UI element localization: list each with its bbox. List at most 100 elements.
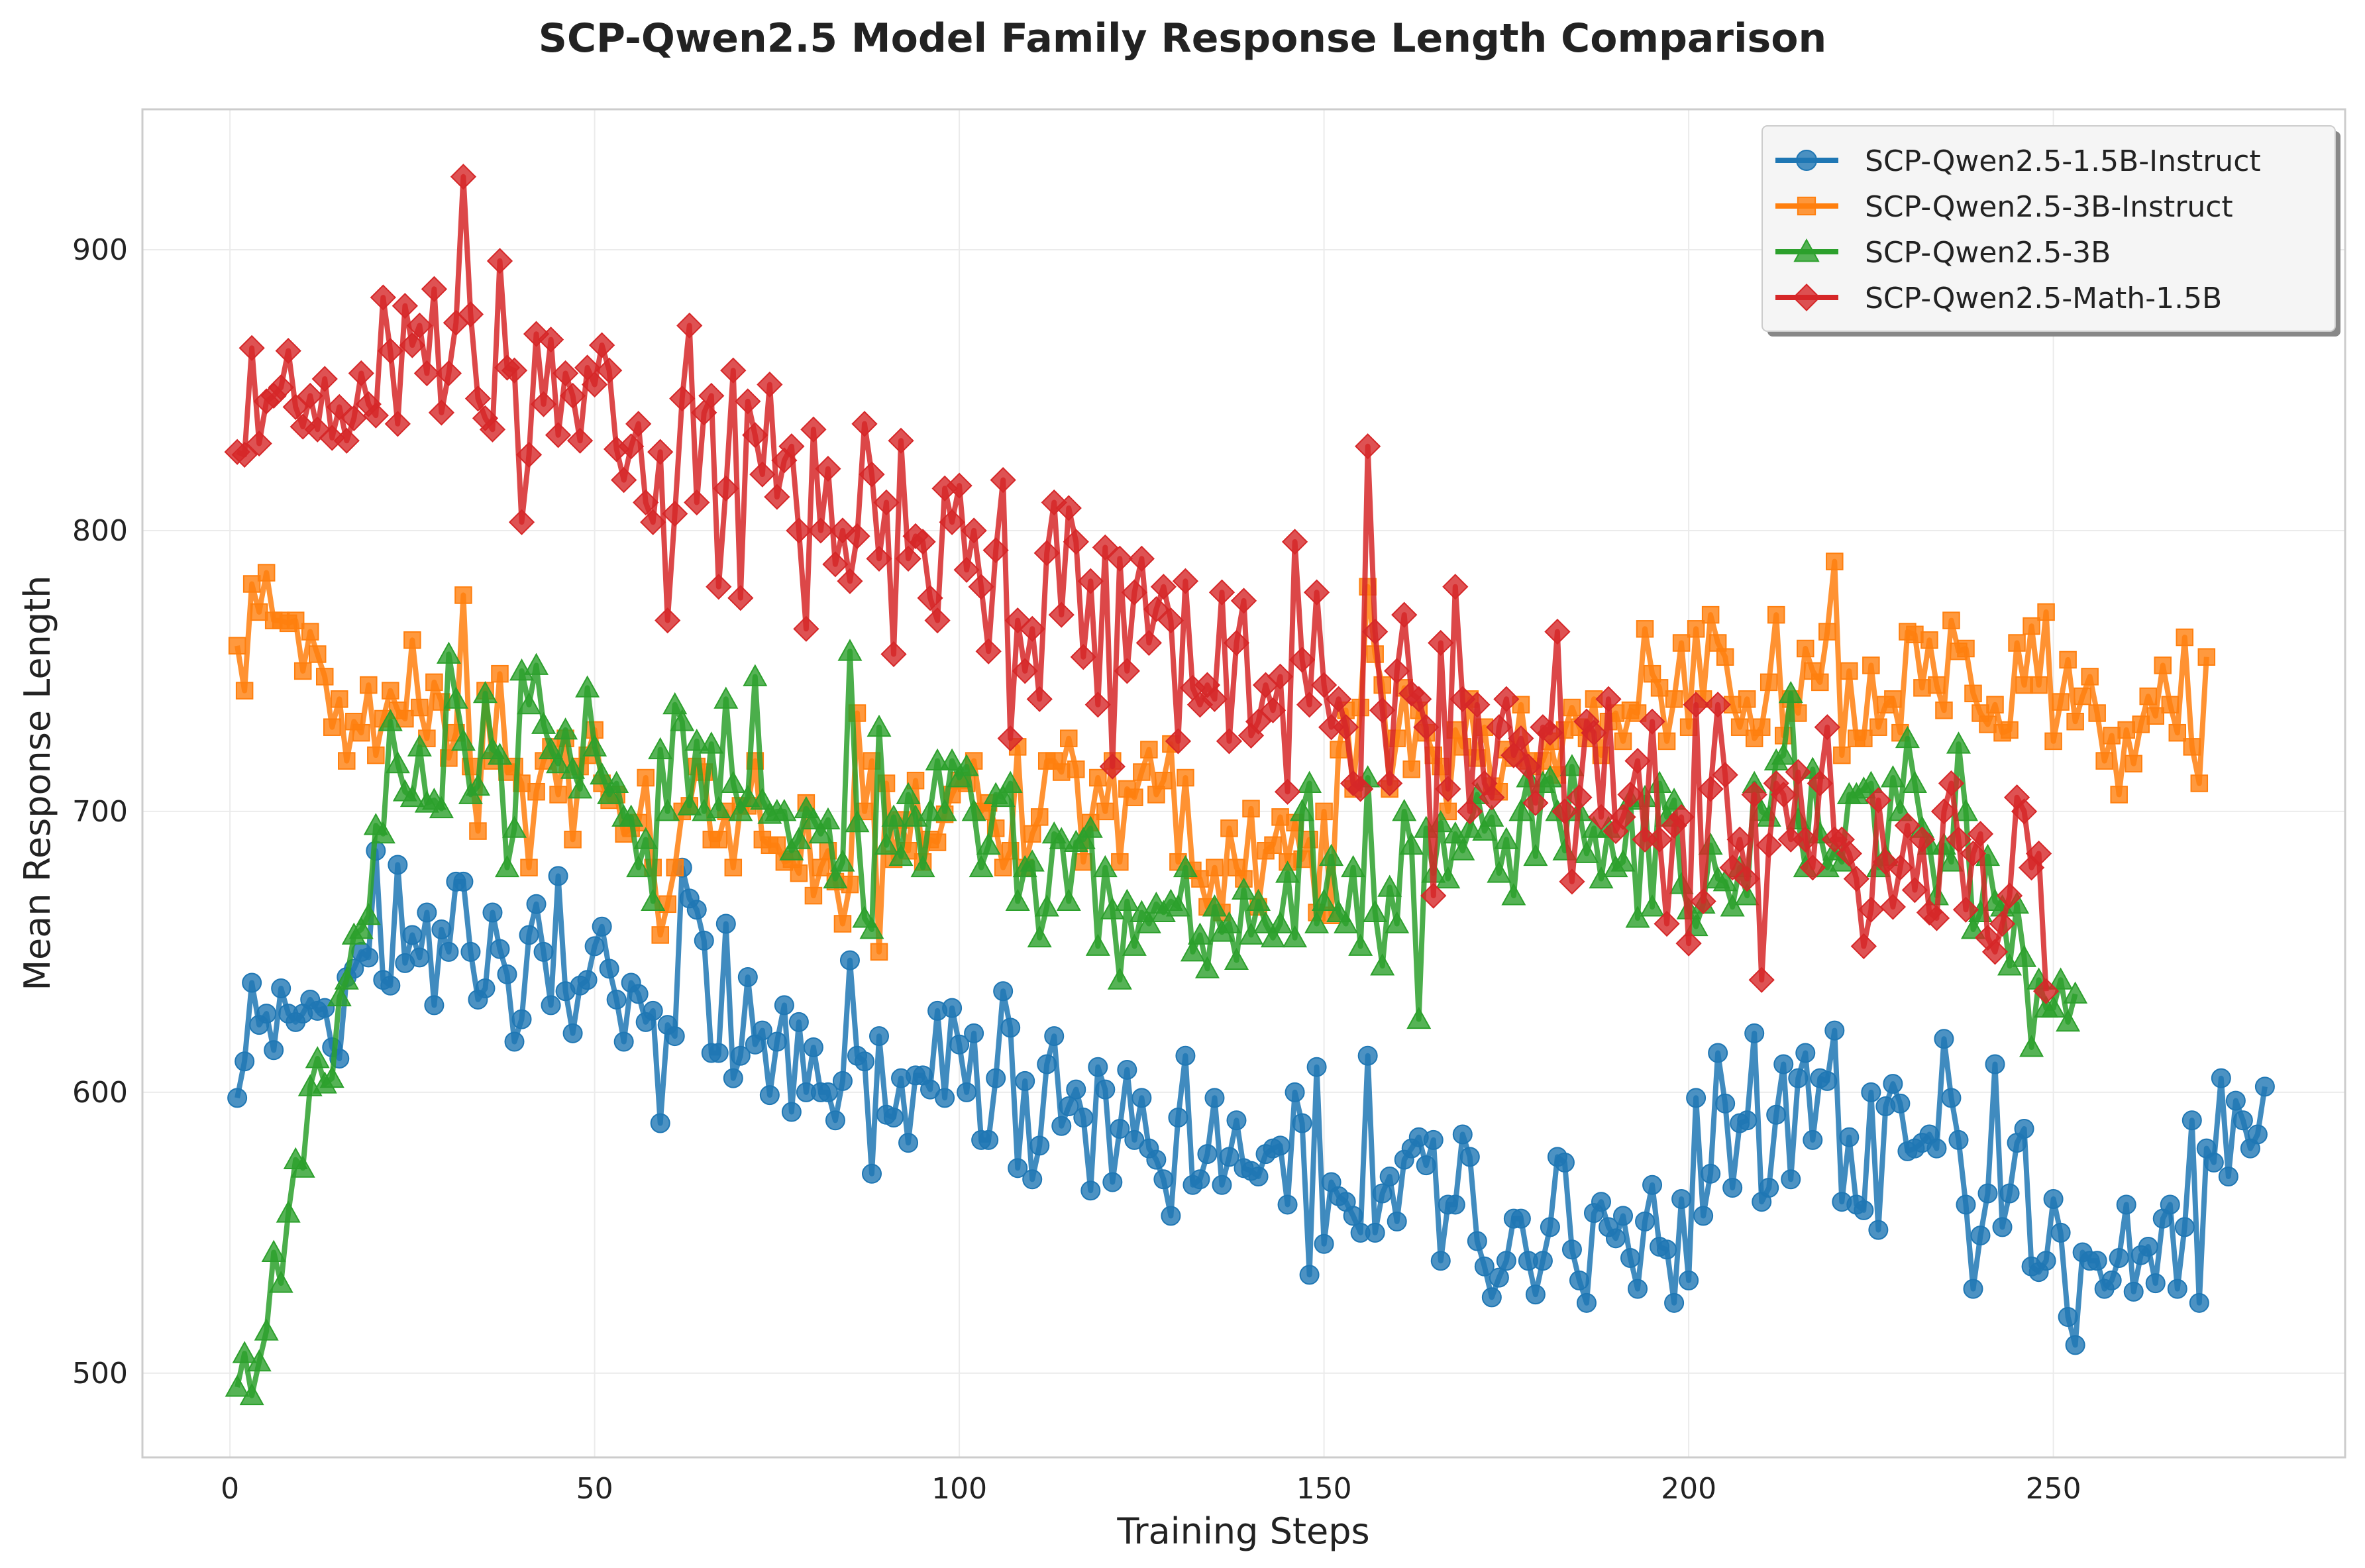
data-point [1741, 781, 1767, 808]
data-point [504, 1031, 525, 1052]
data-point [1175, 1045, 1196, 1066]
data-point [976, 832, 1001, 855]
data-point [825, 1110, 845, 1131]
data-point [772, 799, 797, 821]
data-point [993, 981, 1014, 1002]
data-point [424, 995, 445, 1016]
data-point [1140, 741, 1158, 758]
data-point [895, 545, 921, 572]
data-point [429, 796, 454, 819]
data-point [1095, 1079, 1116, 1100]
data-point [1370, 953, 1395, 976]
data-point [1030, 808, 1049, 826]
data-point [1661, 788, 1687, 810]
data-point [1986, 696, 2004, 714]
data-point [1369, 697, 1396, 723]
data-point [786, 517, 812, 544]
data-point [793, 615, 819, 642]
data-point [1938, 770, 1965, 797]
data-point [1797, 639, 1814, 658]
data-point [1277, 1194, 1298, 1215]
data-point [1063, 529, 1089, 555]
data-point [1625, 906, 1650, 928]
data-point [1402, 760, 1420, 778]
data-point [511, 1009, 532, 1029]
data-point [1202, 894, 1227, 917]
data-point [626, 855, 651, 878]
data-point [2160, 1194, 2180, 1215]
data-point [225, 1375, 250, 1397]
data-point [1326, 686, 1352, 712]
data-point [2203, 1152, 2224, 1173]
data-point [1824, 1020, 1845, 1041]
data-point [599, 959, 619, 979]
data-point [250, 603, 268, 621]
data-point [1999, 1183, 2020, 1204]
y-tick-label: 800 [72, 514, 128, 548]
data-point [1807, 770, 1833, 797]
data-point [932, 799, 957, 821]
data-point [1766, 1104, 1787, 1125]
data-point [749, 461, 776, 488]
data-point [1738, 690, 1756, 708]
data-point [2132, 715, 2150, 733]
data-point [382, 682, 399, 700]
data-point [720, 357, 747, 384]
data-point [348, 360, 374, 387]
data-point [2052, 693, 2070, 711]
data-point [475, 978, 496, 998]
data-point [1230, 588, 1257, 614]
data-point [1026, 686, 1053, 712]
data-point [1646, 826, 1673, 853]
data-point [1033, 540, 1060, 566]
data-point [778, 433, 805, 460]
data-point [1930, 798, 1958, 825]
data-point [990, 784, 1016, 808]
data-point [1620, 1247, 1641, 1268]
legend: SCP-Qwen2.5-1.5B-Instruct SCP-Qwen2.5-3B-… [1761, 125, 2340, 337]
data-point [1303, 579, 1330, 605]
data-point [633, 489, 659, 516]
legend-label: SCP-Qwen2.5-1.5B-Instruct [1865, 144, 2261, 178]
data-point [2019, 1035, 2044, 1057]
data-point [1399, 832, 1424, 855]
data-point [946, 472, 972, 499]
data-point [1719, 855, 1746, 881]
data-point [2048, 967, 2074, 990]
data-point [676, 312, 703, 339]
data-point [597, 782, 622, 804]
data-point [1636, 620, 1654, 638]
data-point [1387, 1211, 1407, 1231]
data-point [1701, 1163, 1721, 1184]
data-point [1248, 1167, 1269, 1187]
data-point [1283, 925, 1308, 948]
data-point [1686, 1088, 1707, 1108]
data-point [1945, 826, 1972, 853]
data-point [566, 427, 594, 454]
data-point [1817, 1071, 1838, 1091]
data-point [1559, 868, 1585, 895]
data-point [713, 686, 739, 709]
data-point [1161, 1206, 1181, 1226]
data-point [1078, 815, 1103, 838]
data-point [1314, 1233, 1334, 1254]
data-point [859, 461, 885, 488]
data-point [1953, 799, 1978, 821]
data-point [651, 926, 669, 944]
data-point [1795, 1043, 1816, 1063]
data-point [508, 509, 535, 535]
data-point [501, 357, 528, 384]
data-point [724, 859, 743, 876]
data-point [1508, 799, 1534, 821]
data-point [1771, 743, 1796, 765]
data-point [453, 871, 474, 892]
data-point [2025, 840, 2052, 867]
data-point [1357, 1045, 1378, 1066]
data-point [2146, 707, 2164, 725]
data-point [1942, 611, 1960, 629]
data-point [1306, 1057, 1327, 1077]
data-point [564, 831, 582, 849]
data-point [1767, 605, 1785, 624]
data-point [1071, 827, 1096, 849]
data-point [1008, 1158, 1028, 1178]
